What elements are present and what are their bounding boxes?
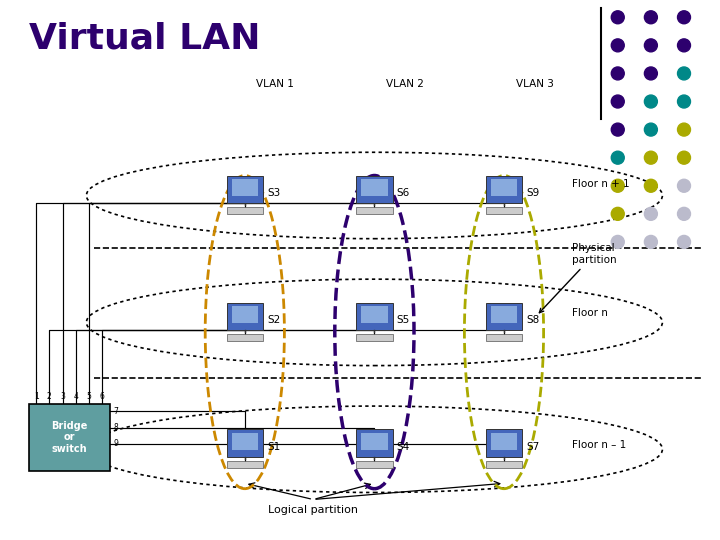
Circle shape	[678, 151, 690, 164]
FancyBboxPatch shape	[491, 179, 517, 196]
Circle shape	[611, 207, 624, 220]
FancyBboxPatch shape	[227, 334, 263, 341]
Text: S1: S1	[267, 442, 280, 452]
FancyBboxPatch shape	[227, 176, 263, 203]
FancyBboxPatch shape	[356, 207, 392, 214]
Text: S7: S7	[526, 442, 539, 452]
Text: Bridge
or
switch: Bridge or switch	[51, 421, 87, 454]
Text: 1: 1	[34, 392, 38, 401]
Text: S4: S4	[397, 442, 410, 452]
Circle shape	[678, 207, 690, 220]
FancyBboxPatch shape	[486, 207, 522, 214]
Circle shape	[644, 67, 657, 80]
Circle shape	[611, 11, 624, 24]
Text: S3: S3	[267, 188, 280, 198]
Text: 3: 3	[60, 392, 65, 401]
FancyBboxPatch shape	[486, 461, 522, 468]
FancyBboxPatch shape	[361, 306, 387, 323]
FancyBboxPatch shape	[232, 179, 258, 196]
Circle shape	[611, 39, 624, 52]
FancyBboxPatch shape	[356, 176, 392, 203]
FancyBboxPatch shape	[227, 302, 263, 330]
Text: 2: 2	[47, 392, 52, 401]
Circle shape	[678, 39, 690, 52]
Circle shape	[678, 95, 690, 108]
Circle shape	[644, 95, 657, 108]
FancyBboxPatch shape	[227, 461, 263, 468]
Circle shape	[611, 123, 624, 136]
Text: VLAN 1: VLAN 1	[256, 79, 294, 89]
Circle shape	[644, 179, 657, 192]
Text: VLAN 2: VLAN 2	[386, 79, 424, 89]
Text: S9: S9	[526, 188, 539, 198]
FancyBboxPatch shape	[361, 179, 387, 196]
Text: 7: 7	[113, 407, 118, 416]
FancyBboxPatch shape	[29, 404, 109, 471]
Text: S8: S8	[526, 315, 539, 325]
Circle shape	[678, 235, 690, 248]
Circle shape	[644, 123, 657, 136]
Circle shape	[611, 151, 624, 164]
FancyBboxPatch shape	[356, 302, 392, 330]
Text: 5: 5	[86, 392, 91, 401]
FancyBboxPatch shape	[356, 334, 392, 341]
Circle shape	[678, 179, 690, 192]
Text: Logical partition: Logical partition	[268, 505, 359, 515]
Circle shape	[644, 39, 657, 52]
FancyBboxPatch shape	[232, 433, 258, 450]
Text: VLAN 3: VLAN 3	[516, 79, 554, 89]
Circle shape	[644, 235, 657, 248]
Circle shape	[611, 67, 624, 80]
Text: S5: S5	[397, 315, 410, 325]
FancyBboxPatch shape	[227, 429, 263, 457]
Text: S2: S2	[267, 315, 280, 325]
Text: 8: 8	[113, 423, 118, 432]
Circle shape	[678, 123, 690, 136]
Text: S6: S6	[397, 188, 410, 198]
Text: Floor n – 1: Floor n – 1	[572, 441, 626, 450]
FancyBboxPatch shape	[486, 429, 522, 457]
FancyBboxPatch shape	[361, 433, 387, 450]
Circle shape	[678, 11, 690, 24]
Text: 9: 9	[113, 440, 118, 448]
Circle shape	[644, 151, 657, 164]
Circle shape	[611, 95, 624, 108]
Text: 6: 6	[99, 392, 104, 401]
Circle shape	[611, 179, 624, 192]
FancyBboxPatch shape	[486, 334, 522, 341]
Text: Virtual LAN: Virtual LAN	[29, 22, 261, 56]
Text: Floor n: Floor n	[572, 308, 608, 318]
Text: Physical
partition: Physical partition	[539, 243, 617, 313]
FancyBboxPatch shape	[232, 306, 258, 323]
Circle shape	[644, 207, 657, 220]
FancyBboxPatch shape	[227, 207, 263, 214]
FancyBboxPatch shape	[486, 302, 522, 330]
FancyBboxPatch shape	[486, 176, 522, 203]
Circle shape	[644, 11, 657, 24]
FancyBboxPatch shape	[491, 433, 517, 450]
Circle shape	[611, 235, 624, 248]
Text: Floor n + 1: Floor n + 1	[572, 179, 630, 188]
Text: 4: 4	[73, 392, 78, 401]
FancyBboxPatch shape	[491, 306, 517, 323]
FancyBboxPatch shape	[356, 429, 392, 457]
Circle shape	[678, 67, 690, 80]
FancyBboxPatch shape	[356, 461, 392, 468]
